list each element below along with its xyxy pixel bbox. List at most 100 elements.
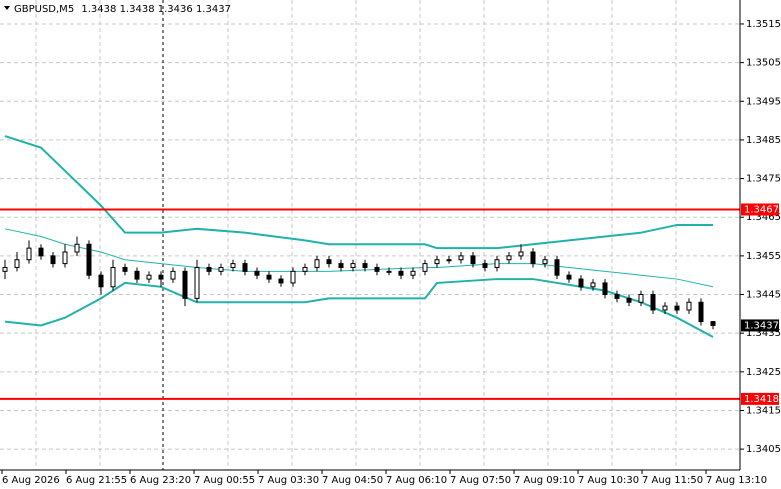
candle-body — [662, 305, 668, 311]
x-tick-label: 6 Aug 21:55 — [66, 475, 127, 486]
candle-body — [146, 274, 152, 280]
candle-body — [470, 255, 476, 265]
y-tick-label: 1.3475 — [746, 174, 781, 185]
price-level-label: 1.3418 — [744, 394, 779, 405]
x-tick-label: 6 Aug 2026 — [2, 475, 60, 486]
candle-body — [206, 266, 212, 272]
candle-body — [494, 259, 500, 268]
candle-body — [590, 282, 596, 288]
candle-body — [2, 266, 8, 272]
candle-body — [86, 243, 92, 276]
y-tick-label: 1.3505 — [746, 58, 781, 69]
candle-body — [602, 282, 608, 296]
y-tick-label: 1.3405 — [746, 444, 781, 455]
candle-body — [230, 263, 236, 268]
candle-body — [566, 274, 572, 280]
candle-body — [14, 259, 20, 268]
candle-body — [122, 266, 128, 272]
candle-body — [350, 263, 356, 268]
candle-body — [410, 270, 416, 276]
candle-body — [374, 266, 380, 272]
candle-body — [194, 266, 200, 299]
y-tick-label: 1.3455 — [746, 251, 781, 262]
y-tick-label: 1.3445 — [746, 290, 781, 301]
candle-body — [614, 294, 620, 299]
candle-body — [530, 251, 536, 265]
candle-body — [38, 247, 44, 257]
candle-body — [62, 251, 68, 265]
plot — [0, 135, 740, 400]
candle-body — [98, 274, 104, 288]
candle-body — [170, 270, 176, 280]
candle-body — [302, 266, 308, 272]
candle-body — [578, 278, 584, 288]
x-tick-label: 7 Aug 13:10 — [706, 475, 767, 486]
current-price-label: 1.3437 — [744, 320, 779, 331]
band-line — [4, 278, 714, 338]
candle-body — [50, 255, 56, 265]
candle-body — [182, 270, 188, 299]
y-tick-label: 1.3465 — [746, 212, 781, 223]
candle-body — [710, 321, 716, 326]
x-tick-label: 7 Aug 09:10 — [514, 475, 575, 486]
candle-body — [506, 255, 512, 261]
x-tick-label: 7 Aug 10:30 — [578, 475, 639, 486]
candle-body — [398, 270, 404, 276]
candle-body — [110, 266, 116, 288]
candle-body — [554, 259, 560, 276]
x-tick-label: 7 Aug 11:50 — [642, 475, 703, 486]
y-tick-label: 1.3435 — [746, 328, 781, 339]
price-level-tag — [741, 203, 779, 216]
candle-body — [254, 270, 260, 276]
candle-body — [518, 251, 524, 257]
candle-body — [482, 263, 488, 268]
candle-body — [650, 294, 656, 311]
y-tick-label: 1.3515 — [746, 19, 781, 30]
candle-body — [686, 301, 692, 311]
high: 1.3438 — [120, 4, 155, 15]
y-tick-label: 1.3485 — [746, 135, 781, 146]
candle-body — [266, 274, 272, 280]
candle-body — [278, 278, 284, 284]
low: 1.3436 — [158, 4, 193, 15]
symbol: GBPUSD,M5 — [14, 4, 74, 15]
x-tick-label: 6 Aug 23:20 — [130, 475, 191, 486]
close: 1.3437 — [196, 4, 231, 15]
candle-body — [242, 263, 248, 272]
candle-body — [314, 259, 320, 268]
x-tick-label: 7 Aug 00:55 — [194, 475, 255, 486]
candle-body — [158, 274, 164, 280]
x-tick-label: 7 Aug 03:30 — [258, 475, 319, 486]
open: 1.3438 — [81, 4, 116, 15]
price-level-tag — [741, 392, 779, 405]
candle-body — [74, 243, 80, 253]
y-tick-label: 1.3495 — [746, 96, 781, 107]
candle-body — [698, 301, 704, 323]
price-level-label: 1.3467 — [744, 204, 779, 215]
candle-body — [218, 266, 224, 272]
x-tick-label: 7 Aug 04:50 — [322, 475, 383, 486]
y-tick-label: 1.3425 — [746, 367, 781, 378]
axes: 1.35151.35051.34951.34851.34751.34651.34… — [1, 19, 781, 486]
candle-body — [134, 270, 140, 280]
candle-body — [290, 270, 296, 284]
x-tick-label: 7 Aug 06:10 — [386, 475, 447, 486]
menu-arrow[interactable] — [4, 6, 10, 10]
candle-body — [542, 259, 548, 265]
candle-body — [446, 259, 452, 262]
current-price-tag — [741, 319, 779, 332]
candle-body — [674, 305, 680, 311]
candle-body — [338, 263, 344, 268]
candle-body — [638, 294, 644, 303]
candle-body — [26, 247, 32, 261]
candle-body — [626, 297, 632, 303]
candle-body — [434, 259, 440, 265]
x-tick-label: 7 Aug 07:50 — [450, 475, 511, 486]
candle-body — [362, 263, 368, 268]
candle-body — [386, 270, 392, 273]
y-tick-label: 1.3415 — [746, 405, 781, 416]
candle-body — [326, 259, 332, 265]
band-line — [4, 135, 713, 250]
